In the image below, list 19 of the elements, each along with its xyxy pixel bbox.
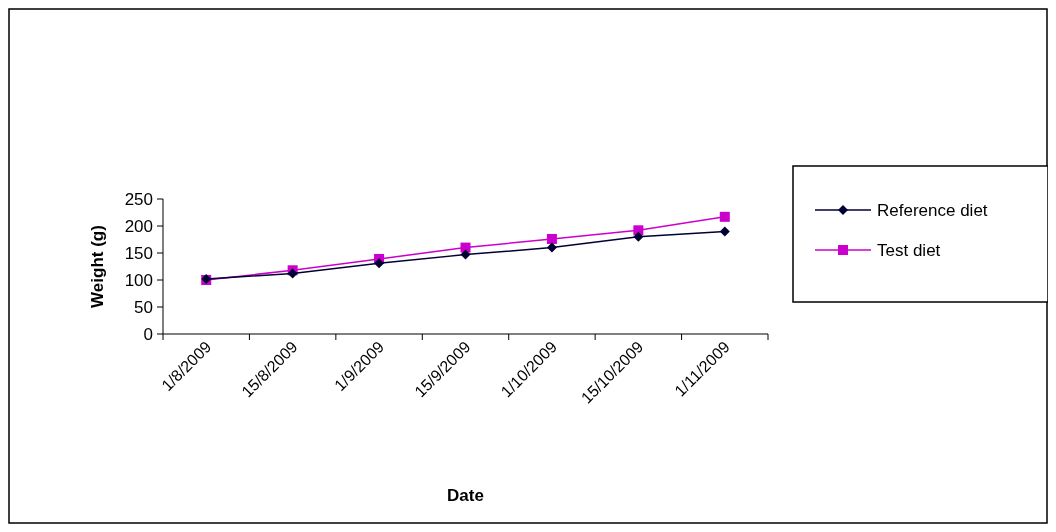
- point: [719, 211, 730, 222]
- legend-label: Test diet: [877, 240, 941, 260]
- y-tick-label: 50: [134, 297, 153, 317]
- point: [546, 242, 557, 253]
- point: [374, 258, 385, 269]
- y-axis-title: Weight (g): [88, 225, 107, 308]
- y-tick-label: 250: [124, 189, 153, 209]
- point: [719, 226, 730, 237]
- x-axis-title: Date: [447, 486, 484, 505]
- y-tick-label: 0: [143, 324, 153, 344]
- point: [633, 225, 644, 236]
- y-tick-label: 150: [124, 243, 153, 263]
- point: [460, 242, 471, 253]
- point: [633, 231, 644, 242]
- legend-label: Reference diet: [877, 200, 988, 220]
- y-tick-label: 200: [124, 216, 153, 236]
- point: [546, 233, 557, 244]
- y-tick-label: 100: [124, 270, 153, 290]
- point: [460, 249, 471, 260]
